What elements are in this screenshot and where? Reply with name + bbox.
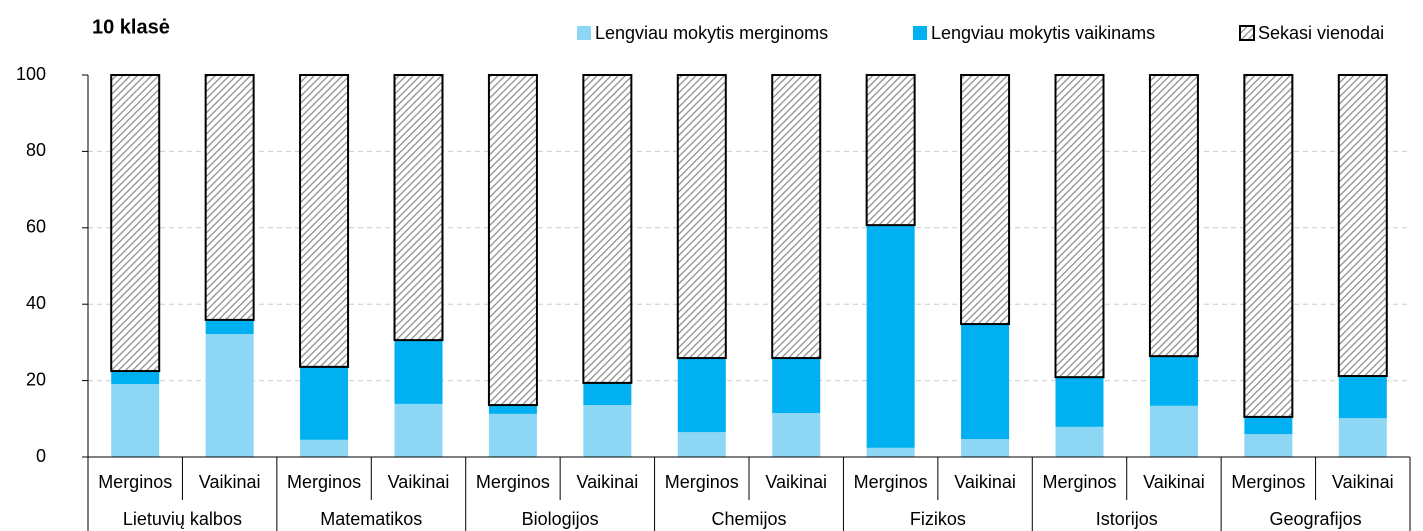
bar-segment (1054, 74, 1105, 379)
bar-segment (866, 225, 915, 448)
group-label: Istorijos (1096, 509, 1158, 529)
bar-segment (299, 74, 350, 368)
y-tick-label: 80 (26, 140, 46, 160)
bar-segment (677, 358, 726, 433)
legend-label: Lengviau mokytis merginoms (595, 23, 828, 43)
bar-segment (772, 358, 821, 414)
bar-segment (111, 384, 160, 457)
bar-segment (583, 382, 632, 406)
group-label: Lietuvių kalbos (123, 509, 242, 529)
y-tick-label: 40 (26, 293, 46, 313)
bar-segment (583, 405, 632, 457)
bar-segment (205, 333, 254, 457)
bar-segment (1149, 405, 1198, 457)
bar-segment (771, 74, 822, 360)
bar-segment (961, 324, 1010, 440)
bar-segment (1244, 416, 1293, 435)
bar-segment (1338, 376, 1387, 419)
x-tick-label: Vaikinai (765, 472, 827, 492)
x-tick-label: Merginos (1042, 472, 1116, 492)
group-label: Chemijos (711, 509, 786, 529)
bar-segment (866, 447, 915, 457)
bar-segment (111, 371, 160, 385)
bar-segment (393, 74, 444, 342)
y-tick-label: 0 (36, 446, 46, 466)
legend-swatch (1239, 25, 1255, 41)
legend-label: Lengviau mokytis vaikinams (931, 23, 1155, 43)
group-label: Fizikos (910, 509, 966, 529)
bar-segment (394, 403, 443, 457)
bar-segment (677, 432, 726, 457)
bar-segment (487, 74, 538, 407)
group-label: Geografijos (1270, 509, 1362, 529)
x-tick-label: Vaikinai (954, 472, 1016, 492)
bar-segment (772, 413, 821, 457)
bar-segment (1338, 418, 1387, 457)
bar-segment (1244, 434, 1293, 457)
legend-swatch (913, 26, 927, 40)
x-tick-label: Vaikinai (1332, 472, 1394, 492)
bar-segment (1055, 426, 1104, 457)
legend-swatch (577, 26, 591, 40)
y-tick-label: 20 (26, 369, 46, 389)
bar-segment (204, 74, 255, 321)
x-tick-label: Merginos (1231, 472, 1305, 492)
group-label: Biologijos (522, 509, 599, 529)
bar-segment (1149, 356, 1198, 406)
bar-segment (676, 74, 727, 360)
x-tick-label: Merginos (476, 472, 550, 492)
bar-segment (1055, 377, 1104, 427)
legend-label: Sekasi vienodai (1258, 23, 1384, 43)
y-tick-label: 100 (16, 64, 46, 84)
bar-segment (488, 405, 537, 414)
bar-segment (1148, 74, 1199, 358)
bar-segment (582, 74, 633, 384)
x-tick-label: Vaikinai (388, 472, 450, 492)
chart-title: 10 klasė (92, 16, 170, 38)
bar-segment (205, 319, 254, 334)
bar-segment (1243, 74, 1294, 418)
bar-segment (394, 340, 443, 404)
x-tick-label: Merginos (665, 472, 739, 492)
bar-segment (488, 413, 537, 457)
x-tick-label: Vaikinai (199, 472, 261, 492)
x-tick-label: Merginos (854, 472, 928, 492)
bar-segment (865, 74, 916, 227)
group-label: Matematikos (320, 509, 422, 529)
bar-segment (110, 74, 161, 373)
y-tick-label: 60 (26, 217, 46, 237)
bar-segment (961, 439, 1010, 457)
bar-segment (300, 439, 349, 457)
x-tick-label: Merginos (287, 472, 361, 492)
x-tick-label: Vaikinai (577, 472, 639, 492)
bar-segment (300, 366, 349, 440)
x-tick-label: Merginos (98, 472, 172, 492)
bar-segment (960, 74, 1011, 326)
x-tick-label: Vaikinai (1143, 472, 1205, 492)
bar-segment (1337, 74, 1388, 378)
